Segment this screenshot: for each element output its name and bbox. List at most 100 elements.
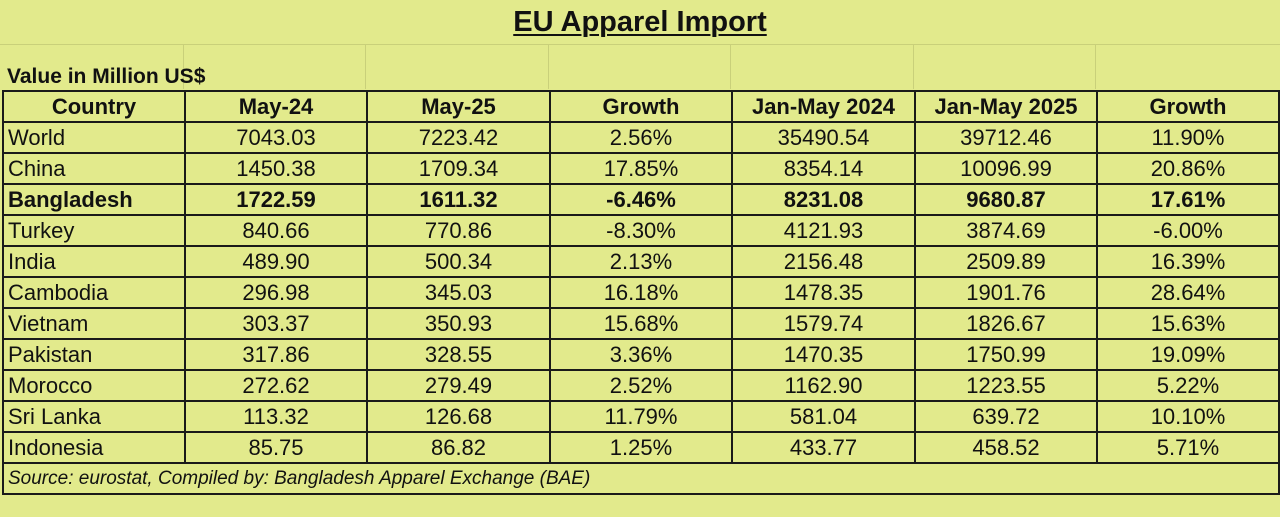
import-table: Country May-24 May-25 Growth Jan-May 2024 Jan… <box>2 90 1280 495</box>
value-cell: 2156.48 <box>731 245 916 278</box>
value-cell: -8.30% <box>549 214 733 247</box>
table-row: Turkey 840.66 770.86 -8.30% 4121.93 3874.69 -6… <box>2 214 1280 247</box>
value-cell: 303.37 <box>184 307 368 340</box>
table-title: EU Apparel Import <box>513 6 767 38</box>
value-cell: 113.32 <box>184 400 368 433</box>
value-cell: 7043.03 <box>184 121 368 154</box>
column-header: Jan-May 2025 <box>914 90 1098 123</box>
value-cell: 2.13% <box>549 245 733 278</box>
value-cell: 86.82 <box>366 431 551 464</box>
value-cell: 581.04 <box>731 400 916 433</box>
value-cell: 1826.67 <box>914 307 1098 340</box>
value-cell: 15.68% <box>549 307 733 340</box>
column-header: May-24 <box>184 90 368 123</box>
value-cell: 350.93 <box>366 307 551 340</box>
value-cell: 1450.38 <box>184 152 368 185</box>
value-cell: 5.22% <box>1096 369 1280 402</box>
value-cell: -6.46% <box>549 183 733 216</box>
value-cell: 10096.99 <box>914 152 1098 185</box>
grid-cell <box>0 45 184 89</box>
country-cell: Cambodia <box>2 276 186 309</box>
country-cell: Sri Lanka <box>2 400 186 433</box>
value-cell: 770.86 <box>366 214 551 247</box>
value-cell: 317.86 <box>184 338 368 371</box>
table-row: China 1450.38 1709.34 17.85% 8354.14 10096.99… <box>2 152 1280 185</box>
value-cell: 11.79% <box>549 400 733 433</box>
value-cell: 1579.74 <box>731 307 916 340</box>
value-cell: 35490.54 <box>731 121 916 154</box>
value-cell: 328.55 <box>366 338 551 371</box>
value-cell: 1611.32 <box>366 183 551 216</box>
value-cell: 8231.08 <box>731 183 916 216</box>
table-row: Cambodia 296.98 345.03 16.18% 1478.35 1901.76… <box>2 276 1280 309</box>
value-cell: 1162.90 <box>731 369 916 402</box>
table-row: World 7043.03 7223.42 2.56% 35490.54 39712.46… <box>2 121 1280 154</box>
country-cell: Turkey <box>2 214 186 247</box>
value-cell: 85.75 <box>184 431 368 464</box>
source-note: Source: eurostat, Compiled by: Banglades… <box>2 462 1280 495</box>
country-cell: India <box>2 245 186 278</box>
table-row: Morocco 272.62 279.49 2.52% 1162.90 1223.55 5.… <box>2 369 1280 402</box>
table-row: Sri Lanka 113.32 126.68 11.79% 581.04 639.72 1… <box>2 400 1280 433</box>
title-row: EU Apparel Import <box>0 0 1280 45</box>
value-cell: 7223.42 <box>366 121 551 154</box>
value-cell: 16.39% <box>1096 245 1280 278</box>
value-cell: 1470.35 <box>731 338 916 371</box>
table-header: Country May-24 May-25 Growth Jan-May 2024 Jan… <box>2 90 1280 123</box>
value-cell: 8354.14 <box>731 152 916 185</box>
table-row: Vietnam 303.37 350.93 15.68% 1579.74 1826.67 1… <box>2 307 1280 340</box>
value-cell: 1478.35 <box>731 276 916 309</box>
value-cell: 1750.99 <box>914 338 1098 371</box>
grid-cell <box>1096 45 1280 89</box>
value-cell: 458.52 <box>914 431 1098 464</box>
value-cell: 500.34 <box>366 245 551 278</box>
value-cell: 10.10% <box>1096 400 1280 433</box>
column-header: Growth <box>1096 90 1280 123</box>
value-cell: 433.77 <box>731 431 916 464</box>
value-cell: 345.03 <box>366 276 551 309</box>
country-cell: World <box>2 121 186 154</box>
grid-cell <box>731 45 914 89</box>
value-cell: 2.56% <box>549 121 733 154</box>
value-cell: 4121.93 <box>731 214 916 247</box>
column-header: Growth <box>549 90 733 123</box>
value-cell: 1722.59 <box>184 183 368 216</box>
value-cell: 489.90 <box>184 245 368 278</box>
table-row: India 489.90 500.34 2.13% 2156.48 2509.89 16.3… <box>2 245 1280 278</box>
grid-cell <box>914 45 1096 89</box>
country-cell: Morocco <box>2 369 186 402</box>
value-cell: 639.72 <box>914 400 1098 433</box>
value-cell: 1709.34 <box>366 152 551 185</box>
header-row: Country May-24 May-25 Growth Jan-May 2024 Jan… <box>2 90 1280 123</box>
country-cell: Indonesia <box>2 431 186 464</box>
column-header: Jan-May 2024 <box>731 90 916 123</box>
country-cell: Vietnam <box>2 307 186 340</box>
value-cell: 3874.69 <box>914 214 1098 247</box>
value-cell: 20.86% <box>1096 152 1280 185</box>
country-cell: China <box>2 152 186 185</box>
value-cell: 15.63% <box>1096 307 1280 340</box>
grid-cell <box>549 45 731 89</box>
value-cell: 11.90% <box>1096 121 1280 154</box>
table-body: World 7043.03 7223.42 2.56% 35490.54 39712.46… <box>2 121 1280 464</box>
column-header: Country <box>2 90 186 123</box>
column-header: May-25 <box>366 90 551 123</box>
value-cell: 1223.55 <box>914 369 1098 402</box>
value-cell: 28.64% <box>1096 276 1280 309</box>
grid-cell <box>184 45 366 89</box>
value-cell: 2.52% <box>549 369 733 402</box>
value-cell: 279.49 <box>366 369 551 402</box>
value-cell: 126.68 <box>366 400 551 433</box>
country-cell: Pakistan <box>2 338 186 371</box>
table-row: Pakistan 317.86 328.55 3.36% 1470.35 1750.99 1… <box>2 338 1280 371</box>
value-cell: 296.98 <box>184 276 368 309</box>
value-cell: 5.71% <box>1096 431 1280 464</box>
value-cell: 1.25% <box>549 431 733 464</box>
source-row: Source: eurostat, Compiled by: Banglades… <box>2 462 1280 495</box>
value-cell: -6.00% <box>1096 214 1280 247</box>
value-cell: 1901.76 <box>914 276 1098 309</box>
value-cell: 16.18% <box>549 276 733 309</box>
value-cell: 2509.89 <box>914 245 1098 278</box>
value-cell: 17.85% <box>549 152 733 185</box>
